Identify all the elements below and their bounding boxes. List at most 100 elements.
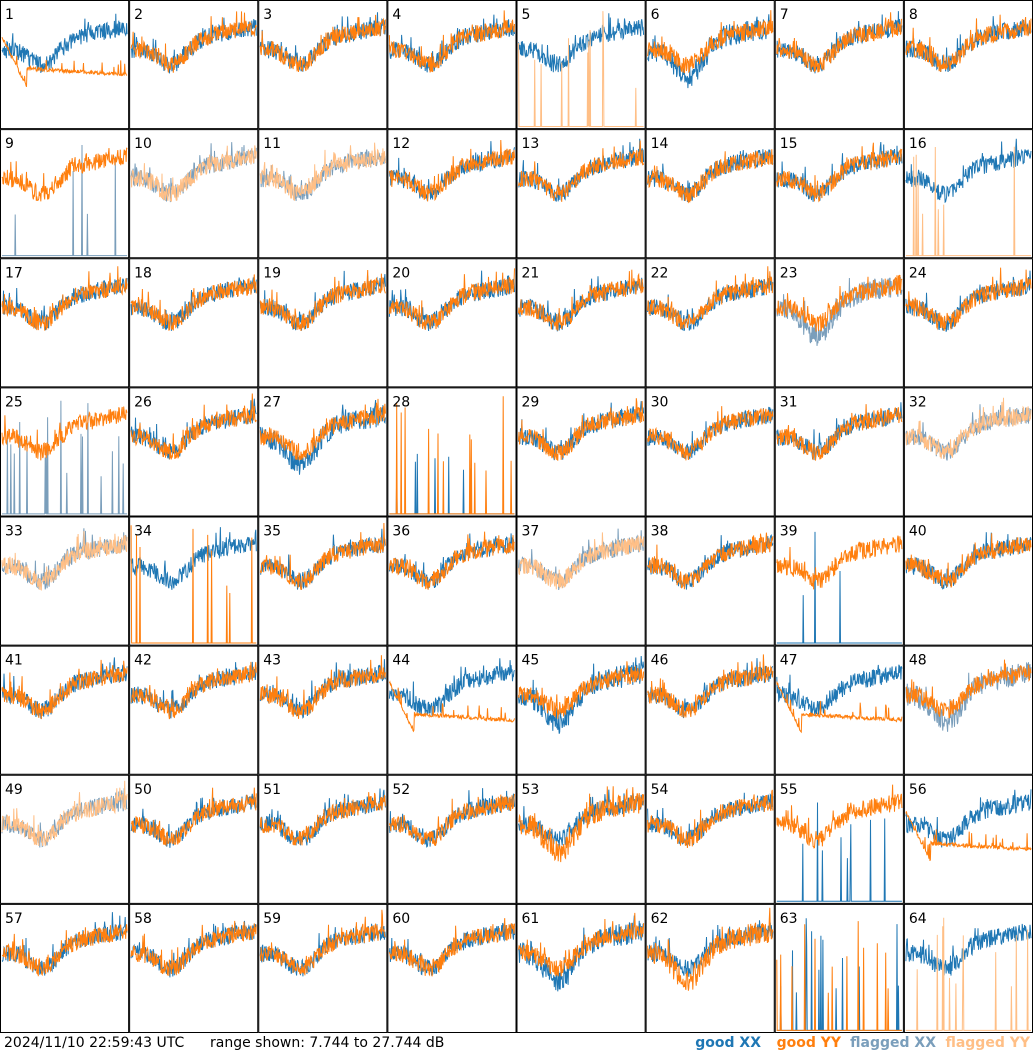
panel-21-yy-line <box>518 269 645 331</box>
panel-63: 63 <box>774 903 904 1033</box>
panel-frame <box>516 516 646 646</box>
panel-23-yy-line <box>776 274 903 332</box>
panel-12-yy-line <box>388 139 515 202</box>
panel-frame <box>387 903 517 1033</box>
panel-48-label: 48 <box>909 653 927 669</box>
panel-54-yy-line <box>647 789 774 849</box>
legend-good-yy-pol: YY <box>820 1035 841 1051</box>
panel-8: 8 <box>903 0 1033 130</box>
panel-frame <box>129 774 259 904</box>
panel-17: 17 <box>0 258 130 388</box>
panel-19: 19 <box>258 258 388 388</box>
panel-44-yy-line <box>388 680 515 733</box>
panel-45-xx-line <box>518 655 645 734</box>
panel-56-label: 56 <box>909 782 927 798</box>
panel-63-yy-line <box>776 921 902 1031</box>
panel-44-label: 44 <box>392 653 410 669</box>
panel-16-yy-line <box>905 146 1031 257</box>
panel-15-yy-line <box>776 142 903 203</box>
panel-55: 55 <box>774 774 904 904</box>
panel-49-yy-line <box>1 780 128 847</box>
panel-28-label: 28 <box>392 394 410 410</box>
panel-49-xx-line <box>1 788 128 848</box>
panel-4-label: 4 <box>392 7 401 23</box>
panel-44: 44 <box>387 645 517 775</box>
panel-6-yy-line <box>647 10 774 74</box>
panel-39: 39 <box>774 516 904 646</box>
panel-5-label: 5 <box>522 7 531 23</box>
panel-49: 49 <box>0 774 130 904</box>
panel-64-yy-line <box>905 917 1031 1031</box>
panel-45-label: 45 <box>522 653 540 669</box>
panel-28-yy-line <box>389 396 515 515</box>
panel-31-yy-line <box>776 404 903 461</box>
panel-10-label: 10 <box>134 136 152 152</box>
panel-40-yy-line <box>905 533 1032 588</box>
panel-22: 22 <box>645 258 775 388</box>
panel-47-label: 47 <box>780 653 798 669</box>
panel-frame <box>387 258 517 388</box>
panel-64-xx-line <box>905 923 1032 976</box>
panel-59-label: 59 <box>263 911 281 927</box>
panel-46-label: 46 <box>651 653 669 669</box>
panel-30-label: 30 <box>651 394 669 410</box>
panel-43-label: 43 <box>263 653 281 669</box>
panel-frame <box>129 258 259 388</box>
panel-frame <box>516 129 646 259</box>
panel-12: 12 <box>387 129 517 259</box>
panel-9-xx-line <box>2 144 128 257</box>
panel-58-label: 58 <box>134 911 152 927</box>
legend-flagged-yy: flagged YY <box>945 1033 1030 1053</box>
panel-61-label: 61 <box>522 911 540 927</box>
panel-frame <box>645 129 775 259</box>
panel-19-yy-line <box>259 269 386 332</box>
panel-36-label: 36 <box>392 524 410 540</box>
panel-26-label: 26 <box>134 394 152 410</box>
panel-4-yy-line <box>388 10 515 73</box>
legend-flagged-xx: flagged XX <box>850 1033 936 1053</box>
panel-48-yy-line <box>905 659 1032 719</box>
panel-37-label: 37 <box>522 524 540 540</box>
panel-41-yy-line <box>1 659 128 720</box>
panel-24-yy-line <box>905 267 1032 331</box>
panel-37-yy-line <box>518 532 645 590</box>
panel-1-yy-line <box>1 37 128 87</box>
panel-50-label: 50 <box>134 782 152 798</box>
panel-frame <box>903 0 1033 130</box>
panel-46: 46 <box>645 645 775 775</box>
panel-21-label: 21 <box>522 265 540 281</box>
panel-45: 45 <box>516 645 646 775</box>
panel-54-label: 54 <box>651 782 669 798</box>
panel-18-label: 18 <box>134 265 152 281</box>
panel-32: 32 <box>903 387 1033 517</box>
panel-15-label: 15 <box>780 136 798 152</box>
panel-30: 30 <box>645 387 775 517</box>
range-label: range shown: 7.744 to 27.744 dB <box>210 1035 445 1051</box>
panel-frame <box>258 129 388 259</box>
panel-55-label: 55 <box>780 782 798 798</box>
panel-frame <box>387 387 517 517</box>
panel-50: 50 <box>129 774 259 904</box>
panel-26-yy-line <box>130 393 257 461</box>
panel-56: 56 <box>903 774 1033 904</box>
panel-24-xx-line <box>905 270 1032 332</box>
legend-good-yy-prefix: good <box>776 1035 816 1051</box>
panel-46-yy-line <box>647 654 774 718</box>
panel-32-label: 32 <box>909 394 927 410</box>
panel-frame <box>387 645 517 775</box>
panel-22-label: 22 <box>651 265 669 281</box>
panel-frame <box>774 774 904 904</box>
panel-27: 27 <box>258 387 388 517</box>
panel-20-label: 20 <box>392 265 410 281</box>
panel-58: 58 <box>129 903 259 1033</box>
panel-8-label: 8 <box>909 7 918 23</box>
panel-31: 31 <box>774 387 904 517</box>
panel-61-yy-line <box>518 912 645 977</box>
panel-29-label: 29 <box>522 394 540 410</box>
panel-11-yy-line <box>259 142 386 201</box>
panel-17-yy-line <box>1 266 128 331</box>
panel-frame <box>774 645 904 775</box>
legend-good-xx: good XX <box>695 1033 761 1053</box>
panel-49-label: 49 <box>5 782 23 798</box>
panel-frame <box>129 645 259 775</box>
